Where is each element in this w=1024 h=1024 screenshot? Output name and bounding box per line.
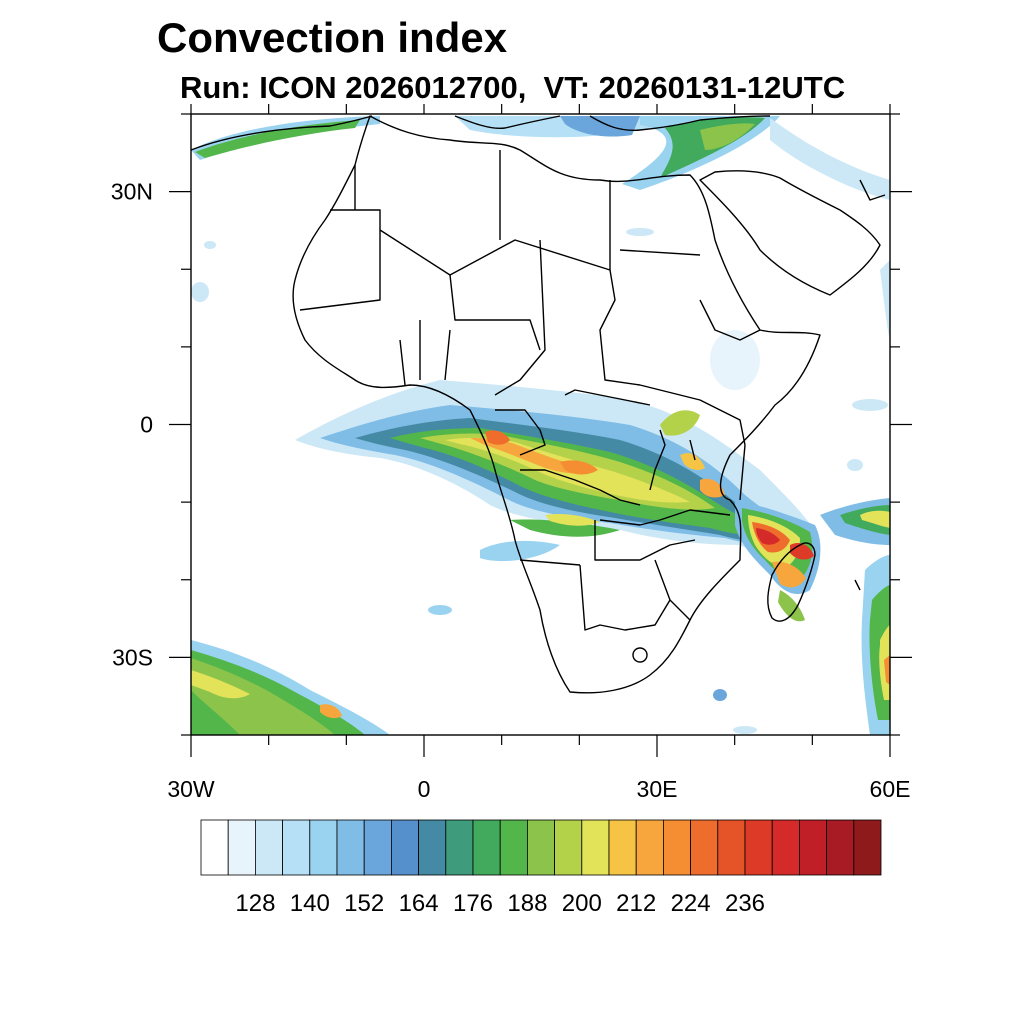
mediterranean-convection: [191, 116, 890, 340]
colorbar-label: 200: [562, 890, 602, 917]
lat-tick-label: 30N: [111, 179, 153, 205]
map-subtitle: Run: ICON 2026012700, VT: 20260131-12UTC: [180, 70, 846, 105]
colorbar-swatch: [363, 819, 392, 876]
colorbar-label: 236: [725, 890, 765, 917]
colorbar-swatch: [227, 819, 256, 876]
colorbar-label: 188: [507, 890, 547, 917]
sw-indian-ocean-convection: [820, 498, 890, 735]
colorbar-swatch: [717, 819, 746, 876]
lon-tick-label: 30W: [167, 776, 215, 802]
colorbar-swatch: [390, 819, 419, 876]
colorbar-swatch: [499, 819, 528, 876]
colorbar-swatch: [799, 819, 828, 876]
colorbar-swatch: [635, 819, 664, 876]
colorbar-swatch: [608, 819, 637, 876]
colorbar-swatch: [309, 819, 338, 876]
south-atlantic-convection: [191, 640, 390, 735]
colorbar-label: 164: [399, 890, 439, 917]
colorbar-swatch: [771, 819, 800, 876]
colorbar-label: 224: [671, 890, 711, 917]
colorbar-label: 152: [344, 890, 384, 917]
colorbar-swatch: [527, 819, 556, 876]
colorbar-swatch: [282, 819, 311, 876]
madagascar-coastline: [767, 542, 816, 622]
lon-tick-label: 60E: [870, 776, 911, 802]
colorbar-label: 212: [616, 890, 656, 917]
colorbar-swatch: [254, 819, 283, 876]
colorbar-swatch: [418, 819, 447, 876]
colorbar-label: 140: [290, 890, 330, 917]
lat-tick-label: 0: [140, 412, 153, 438]
convection-field: [191, 116, 890, 735]
colorbar-swatch: [744, 819, 773, 876]
colorbar-swatch: [826, 819, 855, 876]
colorbar-swatch: [690, 819, 719, 876]
lon-tick-label: 30E: [637, 776, 678, 802]
colorbar-swatch: [581, 819, 610, 876]
colorbar-swatch: [445, 819, 474, 876]
colorbar-swatch: [853, 819, 882, 876]
colorbar-swatch: [336, 819, 365, 876]
lat-tick-label: 30S: [112, 644, 153, 670]
light-patches: [191, 228, 888, 734]
colorbar-swatch: [663, 819, 692, 876]
map-title: Convection index: [157, 14, 508, 61]
colorbar-swatch: [472, 819, 501, 876]
colorbar: 128 140 152 164 176 188 200 212 224 236: [200, 819, 882, 917]
colorbar-swatch: [554, 819, 583, 876]
colorbar-label: 176: [453, 890, 493, 917]
coastlines-borders: [191, 115, 886, 694]
colorbar-swatch: [200, 819, 229, 876]
arabia-coastline: [699, 170, 881, 296]
lon-tick-label: 0: [418, 776, 431, 802]
colorbar-label: 128: [235, 890, 275, 917]
axes: 30W 0 30E 60E 30N 0 30S: [111, 104, 912, 802]
africa-coastline: [292, 115, 821, 694]
